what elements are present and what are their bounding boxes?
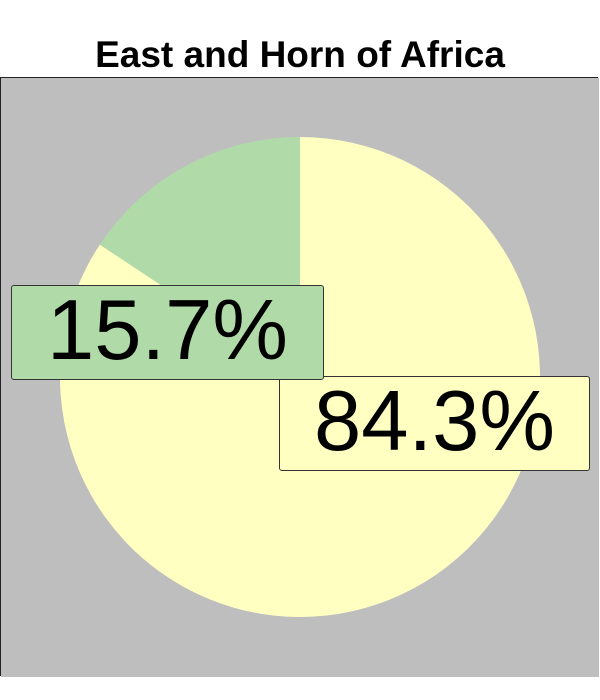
slice-label-small: 15.7% (11, 285, 324, 380)
slice-label-large: 84.3% (279, 376, 590, 471)
chart-title: East and Horn of Africa (95, 34, 505, 75)
plot-panel: 84.3% 15.7% (0, 77, 599, 677)
